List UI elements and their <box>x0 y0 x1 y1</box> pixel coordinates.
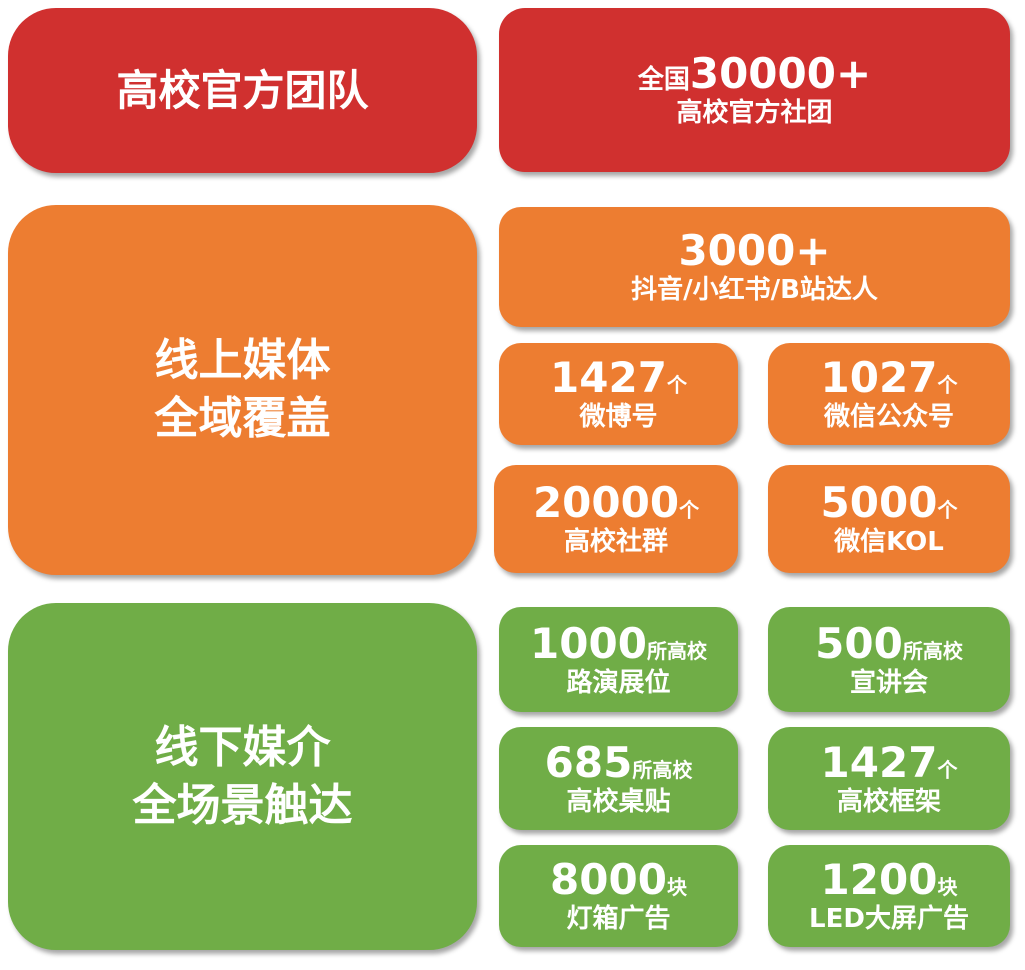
stat-num: 1027 <box>820 353 938 402</box>
stat-card: 500所高校 宣讲会 <box>768 607 1010 712</box>
stat-label: 高校框架 <box>836 786 941 817</box>
team-stat-box: 全国30000+ 高校官方社团 <box>499 8 1010 172</box>
stat-card: 1000所高校 路演展位 <box>499 607 738 712</box>
online-title-1: 线上媒体 <box>154 335 331 386</box>
stat-unit: 所高校 <box>632 757 693 782</box>
team-title: 高校官方团队 <box>116 65 369 115</box>
team-title-box: 高校官方团队 <box>8 8 477 173</box>
offline-title-2: 全场景触达 <box>132 779 353 831</box>
online-title-2: 全域覆盖 <box>154 393 331 444</box>
stat-label: 微信KOL <box>834 527 944 557</box>
stat-card: 1427个 微博号 <box>499 343 738 445</box>
stat-unit: 块 <box>666 875 687 899</box>
stat-label: LED大屏广告 <box>809 904 969 934</box>
stat-num: 1000 <box>530 618 647 668</box>
stat-label: 宣讲会 <box>849 667 928 698</box>
online-title-box: 线上媒体 全域覆盖 <box>8 205 477 575</box>
offline-title-1: 线下媒介 <box>154 721 331 773</box>
stat-card: 1027个 微信公众号 <box>768 343 1010 445</box>
stat-unit: 所高校 <box>902 638 963 663</box>
stat-card: 1427个 高校框架 <box>768 727 1010 830</box>
stat-label: 微信公众号 <box>823 402 954 432</box>
team-stat-line2: 高校官方社团 <box>676 98 833 128</box>
stat-prefix: 全国 <box>637 65 690 95</box>
stat-num: 8000 <box>550 855 667 904</box>
stat-card: 685所高校 高校桌贴 <box>499 727 738 830</box>
stat-num: 3000+ <box>678 226 831 275</box>
team-stat-line1: 全国30000+ <box>638 51 871 97</box>
online-top-box: 3000+ 抖音/小红书/B站达人 <box>499 207 1010 327</box>
stat-label: 高校桌贴 <box>566 786 671 817</box>
stat-unit: 所高校 <box>646 638 707 663</box>
stat-unit: 个 <box>666 373 687 397</box>
stat-card: 1200块 LED大屏广告 <box>768 845 1010 947</box>
stat-card: 8000块 灯箱广告 <box>499 845 738 947</box>
stat-num: 1427 <box>820 737 938 787</box>
offline-title-box: 线下媒介 全场景触达 <box>8 603 477 950</box>
stat-unit: 个 <box>679 498 700 522</box>
stat-label: 路演展位 <box>566 667 671 698</box>
stat-num: 30000+ <box>689 49 872 98</box>
stat-num: 500 <box>815 618 903 668</box>
stat-unit: 个 <box>937 498 958 522</box>
stat-unit: 个 <box>937 373 958 397</box>
stat-unit: 个 <box>937 757 958 782</box>
stat-card: 20000个 高校社群 <box>494 465 738 573</box>
stat-unit: 块 <box>937 875 958 899</box>
stat-num: 20000 <box>532 478 680 527</box>
stat-card: 5000个 微信KOL <box>768 465 1010 573</box>
stat-label: 高校社群 <box>563 527 668 557</box>
stat-num: 1200 <box>820 855 938 904</box>
stat-label: 微博号 <box>579 402 658 432</box>
stat-num: 5000 <box>820 478 938 527</box>
stat-label: 抖音/小红书/B站达人 <box>631 275 878 305</box>
stat-num: 685 <box>544 737 633 787</box>
stat-num: 1427 <box>550 353 667 402</box>
stat-label: 灯箱广告 <box>566 904 671 934</box>
